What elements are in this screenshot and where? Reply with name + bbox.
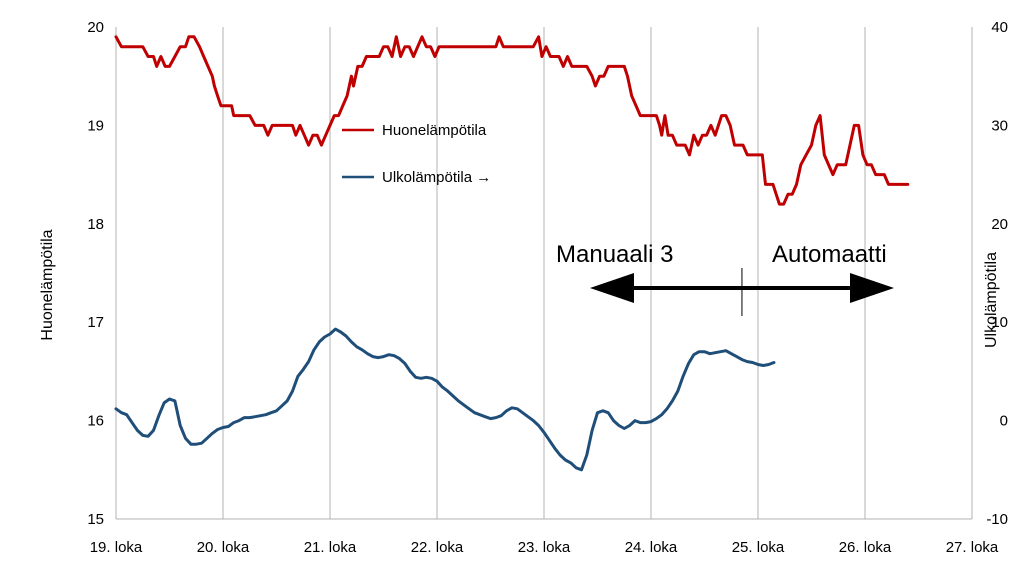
series-layer [114,35,910,472]
right-y-axis-tick-labels: -10 0 10 20 30 40 [986,19,1008,528]
series-line-ulkolampotila [114,327,776,472]
left-y-tick-label: 17 [87,314,104,331]
left-y-tick-label: 15 [87,511,104,528]
x-tick-label: 26. loka [839,539,892,556]
x-tick-label: 22. loka [411,539,464,556]
x-tick-label: 25. loka [732,539,785,556]
mode-arrow-right-head [850,273,894,303]
series-line-huonelampotila [114,35,910,206]
mode-arrow-left-head [590,273,634,303]
left-y-tick-label: 20 [87,19,104,36]
x-tick-label: 19. loka [90,539,143,556]
right-y-tick-label: 0 [1000,413,1008,430]
annotation-manuaali-3: Manuaali 3 [556,241,673,268]
x-axis-tick-labels: 19. loka 20. loka 21. loka 22. loka 23. loka… [90,539,999,556]
x-tick-label: 21. loka [304,539,357,556]
legend: Huonelämpötila Ulkolämpötila → [342,122,491,186]
mode-annotation: Manuaali 3 Automaatti [556,241,894,316]
x-tick-label: 24. loka [625,539,678,556]
left-y-tick-label: 18 [87,216,104,233]
left-y-axis-tick-labels: 15 16 17 18 19 20 [87,19,104,528]
x-tick-label: 20. loka [197,539,250,556]
x-tick-label: 23. loka [518,539,571,556]
annotation-automaatti: Automaatti [772,241,887,268]
right-y-tick-label: 40 [991,19,1008,36]
right-y-tick-label: 20 [991,216,1008,233]
left-y-tick-label: 16 [87,413,104,430]
left-y-tick-label: 19 [87,117,104,134]
right-y-tick-label: -10 [986,511,1008,528]
right-y-axis-title: Ulkolämpötila [983,252,1000,348]
left-y-axis-title: Huonelämpötila [39,229,56,340]
right-y-tick-label: 30 [991,117,1008,134]
vertical-gridlines [115,27,973,519]
right-y-tick-label: 10 [991,314,1008,331]
plot-frame [115,27,973,520]
x-tick-label: 27. loka [946,539,999,556]
legend-label-huonelampotila: Huonelämpötila [382,122,487,139]
legend-label-ulkolampotila: Ulkolämpötila → [382,169,491,186]
